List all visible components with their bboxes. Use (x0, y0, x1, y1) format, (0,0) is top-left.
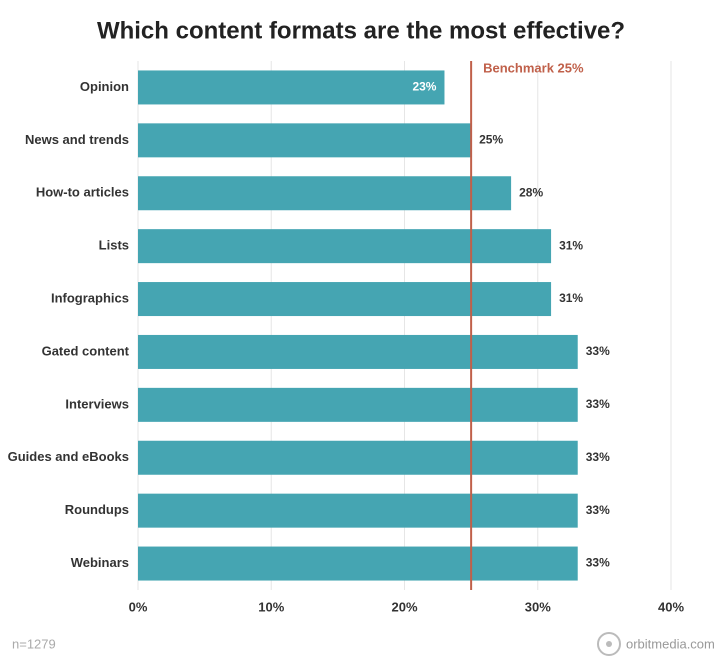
logo-icon (597, 632, 621, 656)
bar (138, 387, 578, 422)
y-tick-label: Opinion (80, 79, 129, 94)
x-tick-label: 10% (258, 599, 284, 614)
value-label: 23% (412, 80, 436, 94)
value-label: 33% (586, 344, 610, 358)
x-tick-label: 30% (525, 599, 551, 614)
value-label: 28% (519, 185, 543, 199)
x-tick-label: 20% (391, 599, 417, 614)
y-tick-label: Gated content (42, 343, 130, 358)
y-tick-label: Roundups (65, 502, 129, 517)
chart-title: Which content formats are the most effec… (97, 17, 625, 44)
bar (138, 229, 552, 264)
bar (138, 493, 578, 528)
bar (138, 546, 578, 581)
y-tick-label: Lists (99, 238, 129, 253)
y-tick-label: How-to articles (36, 185, 129, 200)
bar (138, 440, 578, 475)
source: orbitmedia.com (626, 636, 715, 651)
bar (138, 334, 578, 369)
value-label: 33% (586, 397, 610, 411)
benchmark-label: Benchmark 25% (483, 60, 584, 75)
x-tick-label: 0% (129, 599, 148, 614)
value-label: 33% (586, 503, 610, 517)
logo-dot (606, 641, 612, 647)
y-tick-label: News and trends (25, 132, 129, 147)
value-label: 33% (586, 556, 610, 570)
value-label: 33% (586, 450, 610, 464)
note: n=1279 (12, 636, 56, 651)
y-tick-label: Infographics (51, 290, 129, 305)
x-tick-label: 40% (658, 599, 684, 614)
bar (138, 123, 472, 158)
y-tick-label: Webinars (71, 555, 129, 570)
y-tick-label: Guides and eBooks (8, 449, 129, 464)
y-tick-label: Interviews (65, 396, 129, 411)
bar (138, 176, 512, 211)
value-label: 31% (559, 238, 583, 252)
bar (138, 282, 552, 317)
value-label: 25% (479, 133, 503, 147)
value-label: 31% (559, 291, 583, 305)
bar (138, 70, 445, 105)
